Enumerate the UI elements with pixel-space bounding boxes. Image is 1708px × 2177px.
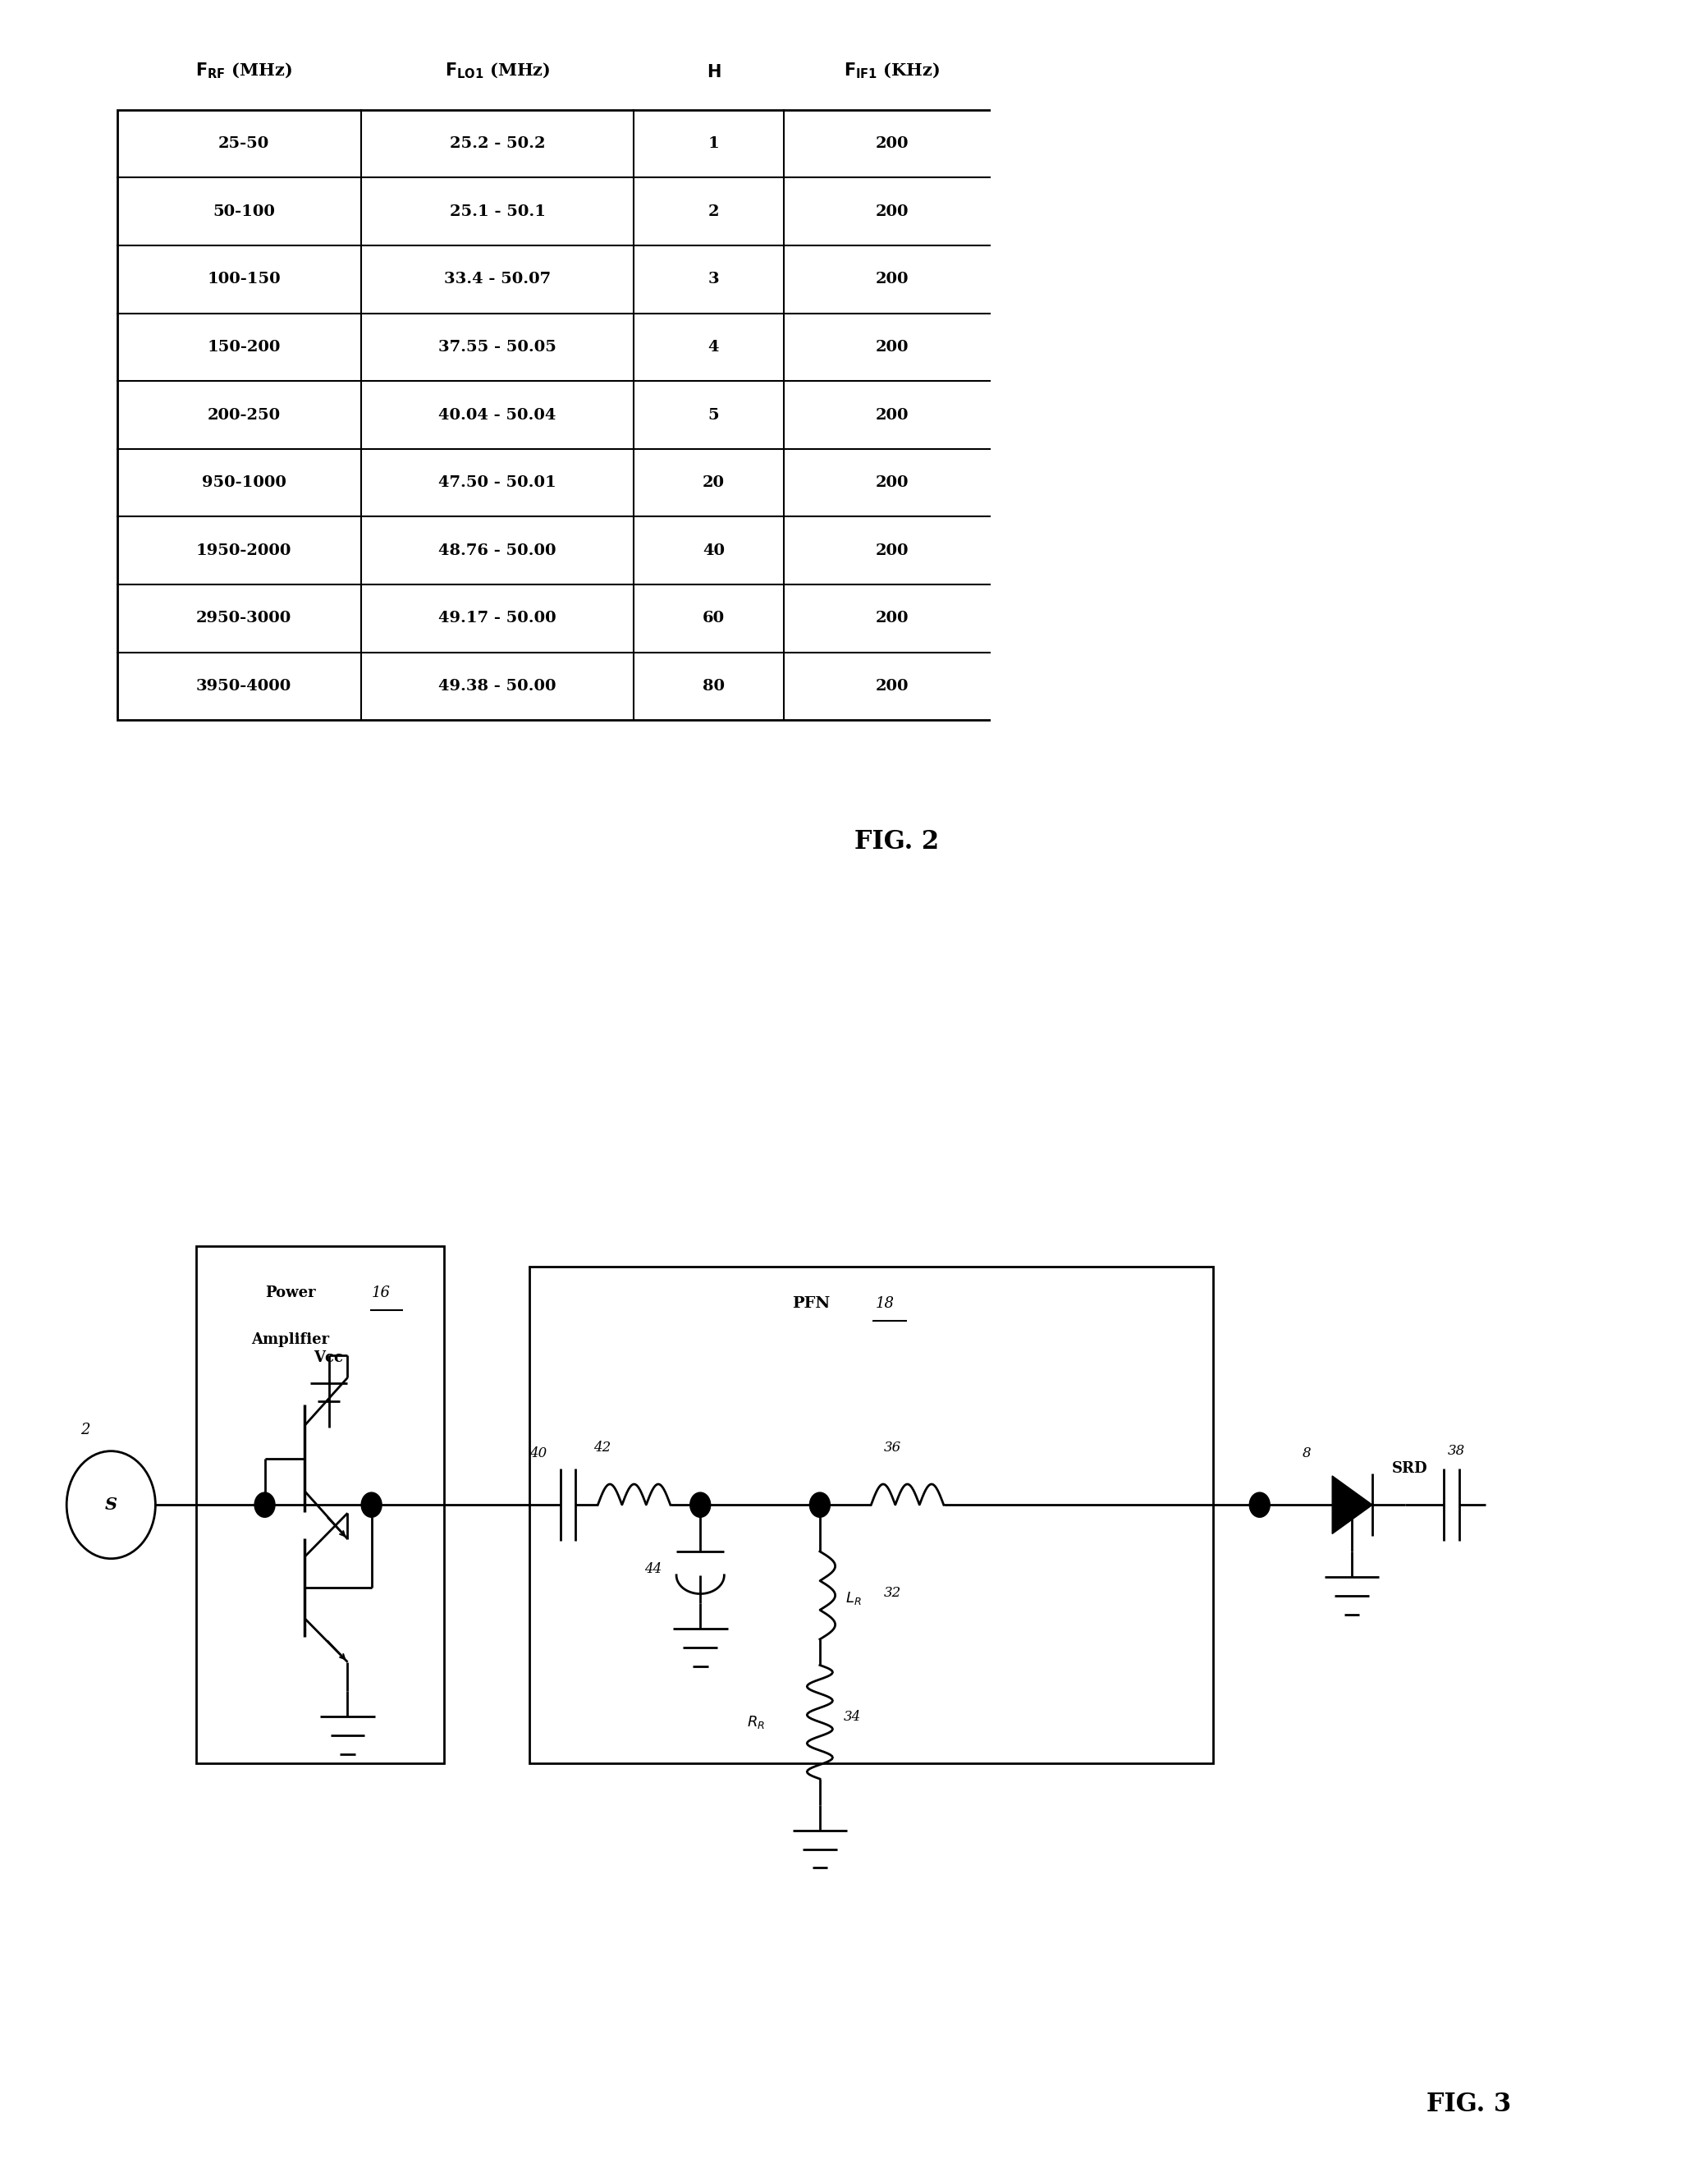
Text: 44: 44 [644, 1561, 663, 1576]
Text: 16: 16 [372, 1284, 391, 1300]
Text: 200: 200 [876, 475, 909, 490]
Text: 2950-3000: 2950-3000 [196, 612, 292, 625]
Text: FIG. 2: FIG. 2 [854, 829, 939, 853]
Text: 4: 4 [709, 340, 719, 355]
Text: 25.2 - 50.2: 25.2 - 50.2 [449, 137, 545, 150]
Text: 25-50: 25-50 [219, 137, 270, 150]
Text: 40: 40 [702, 544, 724, 557]
Text: 25.1 - 50.1: 25.1 - 50.1 [449, 205, 545, 220]
Text: PFN: PFN [793, 1295, 830, 1311]
Text: 5: 5 [707, 407, 719, 422]
Text: 37.55 - 50.05: 37.55 - 50.05 [439, 340, 557, 355]
Text: $L_R$: $L_R$ [845, 1589, 861, 1607]
Text: 34: 34 [844, 1709, 861, 1724]
Text: 950-1000: 950-1000 [202, 475, 285, 490]
Text: 40.04 - 50.04: 40.04 - 50.04 [439, 407, 557, 422]
Text: 48.76 - 50.00: 48.76 - 50.00 [439, 544, 557, 557]
Text: 200: 200 [876, 612, 909, 625]
Text: 3: 3 [707, 272, 719, 287]
Circle shape [810, 1493, 830, 1517]
Text: 8: 8 [1301, 1446, 1312, 1461]
Bar [116, 109, 1001, 721]
Text: 1: 1 [707, 137, 719, 150]
Text: 49.38 - 50.00: 49.38 - 50.00 [439, 679, 557, 694]
Text: 200: 200 [876, 407, 909, 422]
Text: SRD: SRD [1392, 1461, 1428, 1476]
Text: 200: 200 [876, 679, 909, 694]
Text: 200: 200 [876, 205, 909, 220]
Text: Power: Power [265, 1284, 316, 1300]
Text: 32: 32 [885, 1585, 902, 1600]
Text: 200: 200 [876, 272, 909, 287]
Text: 38: 38 [1447, 1443, 1465, 1459]
Text: $\mathbf{F_{RF}}$ (MHz): $\mathbf{F_{RF}}$ (MHz) [195, 61, 292, 81]
Text: 80: 80 [702, 679, 724, 694]
Circle shape [1250, 1493, 1271, 1517]
Text: 3950-4000: 3950-4000 [196, 679, 292, 694]
Text: Amplifier: Amplifier [251, 1332, 330, 1348]
Text: 36: 36 [883, 1441, 902, 1454]
Text: 60: 60 [702, 612, 724, 625]
Text: $R_R$: $R_R$ [746, 1713, 765, 1731]
Bar [196, 1245, 444, 1763]
Text: 200: 200 [876, 544, 909, 557]
Text: $\mathbf{H}$: $\mathbf{H}$ [707, 65, 721, 81]
Text: 2: 2 [709, 205, 719, 220]
Text: 49.17 - 50.00: 49.17 - 50.00 [439, 612, 557, 625]
Text: $\mathbf{F_{LO1}}$ (MHz): $\mathbf{F_{LO1}}$ (MHz) [444, 61, 550, 81]
Text: FIG. 3: FIG. 3 [1426, 2092, 1512, 2118]
Polygon shape [1332, 1476, 1373, 1535]
Bar [529, 1267, 1213, 1763]
Text: 50-100: 50-100 [214, 205, 275, 220]
Text: $\mathbf{F_{IF1}}$ (KHz): $\mathbf{F_{IF1}}$ (KHz) [844, 61, 939, 81]
Text: 150-200: 150-200 [207, 340, 280, 355]
Text: 200-250: 200-250 [207, 407, 280, 422]
Text: Vcc: Vcc [314, 1350, 343, 1365]
Text: 100-150: 100-150 [207, 272, 280, 287]
Text: 200: 200 [876, 137, 909, 150]
Text: 200: 200 [876, 340, 909, 355]
Text: 47.50 - 50.01: 47.50 - 50.01 [439, 475, 557, 490]
Text: 40: 40 [529, 1446, 547, 1461]
Circle shape [254, 1493, 275, 1517]
Text: 20: 20 [702, 475, 724, 490]
Text: S: S [104, 1496, 118, 1513]
Text: 18: 18 [876, 1295, 895, 1311]
Text: 33.4 - 50.07: 33.4 - 50.07 [444, 272, 552, 287]
Circle shape [362, 1493, 383, 1517]
Text: 2: 2 [80, 1424, 91, 1437]
Text: 42: 42 [593, 1441, 611, 1454]
Text: 1950-2000: 1950-2000 [196, 544, 292, 557]
Circle shape [690, 1493, 711, 1517]
